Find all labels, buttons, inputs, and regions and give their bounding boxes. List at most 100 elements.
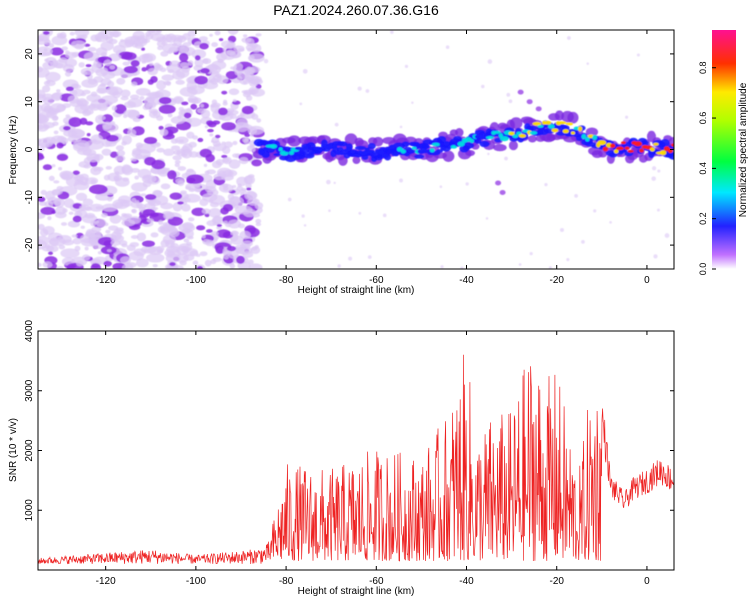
signal-core [581,134,587,140]
noise-blob [40,206,56,215]
noise-blob [213,143,227,152]
noise-blob [38,235,50,245]
noise-blob [186,168,194,173]
noise-blob [141,240,155,248]
noise-blob [82,182,88,186]
noise-blob [91,226,102,233]
noise-blob [39,228,49,237]
noise-blob [47,216,52,221]
signal-core [620,141,627,145]
signal-core [443,140,450,146]
noise-blob [41,93,54,101]
signal-core [659,150,667,156]
noise-blob [326,179,331,185]
noise-blob [664,233,670,238]
signal-core [537,124,544,128]
x-tick-label: 0 [644,275,650,286]
noise-blob [112,31,120,38]
noise-blob [230,66,235,70]
y-tick-label: -20 [24,237,35,252]
noise-blob [229,51,242,59]
noise-blob [109,214,122,224]
signal-core [613,149,619,154]
noise-blob [199,148,212,158]
noise-blob [103,240,113,248]
noise-blob [58,167,63,171]
noise-blob [194,75,208,85]
noise-blob [254,202,264,210]
noise-blob [249,144,255,149]
noise-blob [143,96,161,107]
noise-blob [559,227,564,232]
noise-blob [247,125,265,135]
noise-blob [64,71,72,77]
signal-band [337,141,348,147]
noise-blob [299,102,303,106]
noise-blob [163,148,175,156]
noise-blob [116,77,126,85]
signal-core [485,136,495,140]
x-tick-label: -20 [549,576,564,587]
noise-blob [71,234,78,238]
noise-blob [101,213,108,218]
noise-blob [49,43,55,48]
noise-blob [129,94,140,100]
noise-blob [156,249,164,254]
signal-core [429,148,435,153]
noise-blob [181,101,189,106]
noise-blob [51,92,62,102]
noise-blob [169,262,176,267]
signal-core [278,147,283,152]
signal-core [639,148,644,153]
noise-blob [65,51,78,59]
signal-side-blob [526,99,533,105]
noise-blob [60,222,68,226]
noise-blob [337,264,341,268]
noise-blob [567,36,571,40]
noise-blob [169,192,183,200]
noise-blob [651,176,656,181]
signal-halo [509,117,523,130]
noise-blob [230,112,234,116]
noise-blob [181,153,188,158]
signal-band [640,140,649,146]
noise-blob [158,220,164,225]
noise-blob [188,141,197,148]
noise-blob [150,232,159,238]
noise-blob [121,243,128,248]
noise-blob [246,187,252,191]
noise-blob [171,145,181,151]
signal-band [367,142,376,150]
noise-blob [90,134,104,145]
noise-blob [223,220,228,225]
signal-core [532,121,542,126]
noise-blob [208,207,222,218]
noise-blob [127,98,143,108]
noise-blob [144,194,157,200]
signal-halo [442,150,455,162]
noise-blob [138,53,154,63]
noise-blob [127,109,140,120]
noise-blob [465,182,469,186]
noise-blob [263,58,269,64]
signal-side-blob [499,190,506,196]
noise-blob [227,30,239,35]
x-tick-label: -120 [96,275,116,286]
noise-blob [108,87,119,96]
noise-blob [154,142,160,146]
noise-blob [227,170,234,176]
noise-blob [302,68,308,74]
noise-blob [657,169,661,173]
noise-blob [365,89,370,93]
signal-core [469,138,475,143]
noise-blob [211,231,219,236]
noise-blob [248,88,257,95]
noise-blob [182,200,188,205]
noise-blob [90,98,111,109]
noise-blob [139,96,145,101]
noise-blob [255,218,262,224]
noise-blob [221,154,228,159]
noise-blob [581,240,585,244]
noise-blob [200,103,205,108]
